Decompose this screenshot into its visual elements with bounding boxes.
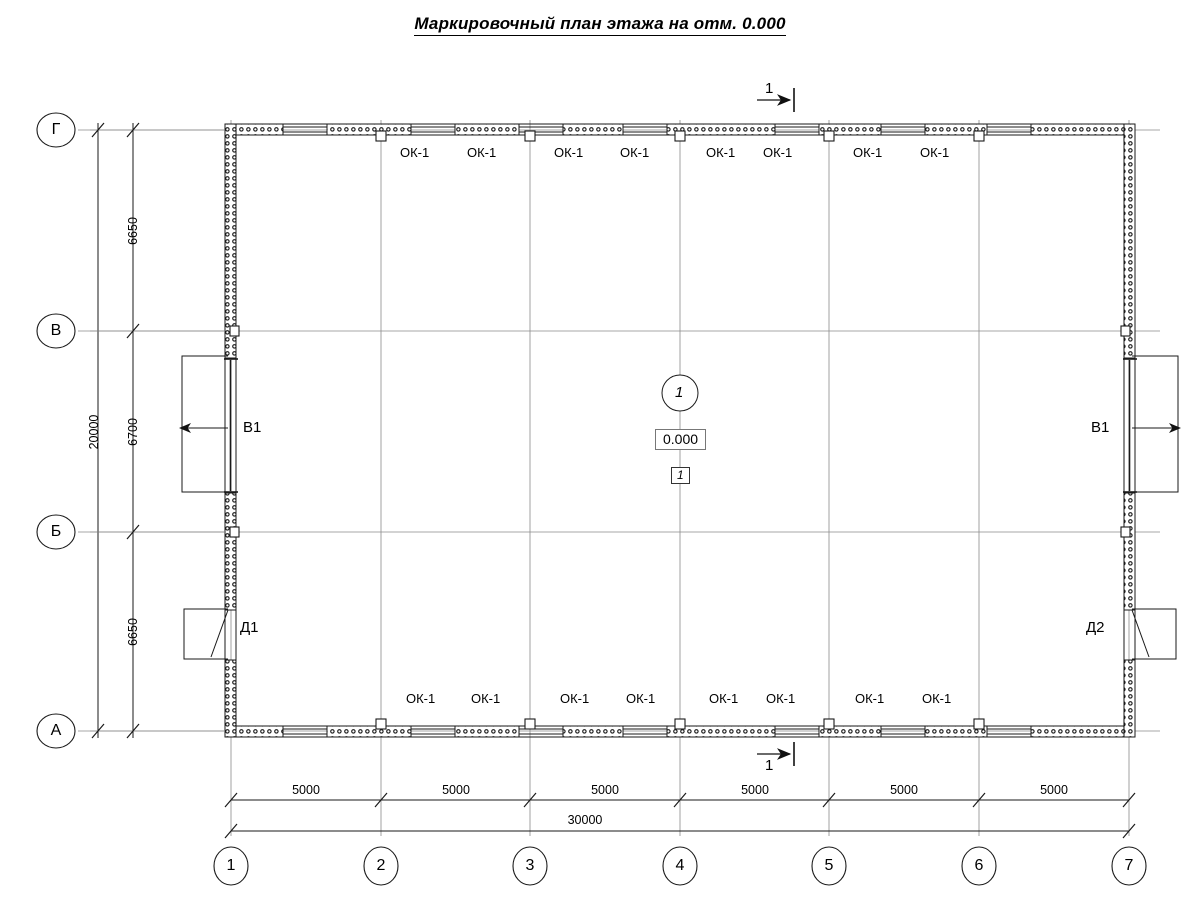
axis-label-G[interactable]: Г xyxy=(51,121,61,138)
gate-right-B1 xyxy=(1132,355,1182,493)
dimension-6650-bottom: 6650 xyxy=(126,618,140,646)
axis-bubbles-horizontal xyxy=(213,846,1147,886)
window-label-top-7: ОК-1 xyxy=(853,145,883,160)
gate-left-B1 xyxy=(178,355,228,493)
opening-label-D1: Д1 xyxy=(240,619,259,636)
room-elevation-badge: 0.000 xyxy=(655,429,707,450)
window-label-bottom-1: ОК-1 xyxy=(406,691,436,706)
section-mark-label-top: 1 xyxy=(765,80,774,97)
wall-right xyxy=(1120,123,1137,738)
dimension-total-30000: 30000 xyxy=(567,813,603,827)
dimension-5000-2: 5000 xyxy=(442,783,470,797)
wall-left xyxy=(224,123,240,738)
dimension-5000-1: 5000 xyxy=(292,783,320,797)
window-label-top-8: ОК-1 xyxy=(920,145,950,160)
section-mark-label-bottom: 1 xyxy=(765,757,774,774)
opening-label-B1-left: В1 xyxy=(243,419,262,436)
room-category-badge: 1 xyxy=(671,467,690,484)
window-label-top-2: ОК-1 xyxy=(467,145,497,160)
dimension-6700-middle: 6700 xyxy=(126,418,140,446)
window-label-bottom-6: ОК-1 xyxy=(766,691,796,706)
section-mark-top xyxy=(757,88,795,112)
wall-top xyxy=(224,123,1136,142)
axis-label-V[interactable]: В xyxy=(50,322,62,339)
section-mark-bottom xyxy=(757,742,795,766)
door-right-D2 xyxy=(1131,608,1177,660)
window-label-top-1: ОК-1 xyxy=(400,145,430,160)
axis-label-6[interactable]: 6 xyxy=(974,857,984,874)
window-label-bottom-4: ОК-1 xyxy=(626,691,656,706)
axis-label-4[interactable]: 4 xyxy=(675,857,685,874)
axis-label-7[interactable]: 7 xyxy=(1124,857,1134,874)
window-label-top-3: ОК-1 xyxy=(554,145,584,160)
window-label-bottom-7: ОК-1 xyxy=(855,691,885,706)
dimension-5000-5: 5000 xyxy=(890,783,918,797)
page-title: Маркировочный план этажа на отм. 0.000 xyxy=(0,14,1200,36)
dimension-5000-4: 5000 xyxy=(741,783,769,797)
dimension-5000-6: 5000 xyxy=(1040,783,1068,797)
axis-label-5[interactable]: 5 xyxy=(824,857,834,874)
room-number-label: 1 xyxy=(675,384,684,401)
window-label-bottom-8: ОК-1 xyxy=(922,691,952,706)
axis-label-A[interactable]: А xyxy=(50,722,62,739)
window-label-top-6: ОК-1 xyxy=(763,145,793,160)
room-number-circle xyxy=(661,374,699,412)
dimension-6650-top: 6650 xyxy=(126,217,140,245)
wall-bottom xyxy=(224,718,1136,738)
dimension-total-20000: 20000 xyxy=(87,414,101,450)
window-label-top-5: ОК-1 xyxy=(706,145,736,160)
dimension-5000-3: 5000 xyxy=(591,783,619,797)
axis-bubbles-vertical xyxy=(36,112,76,749)
dimension-lines-bottom xyxy=(224,792,1136,839)
axis-label-2[interactable]: 2 xyxy=(376,857,386,874)
door-left-D1 xyxy=(183,608,229,660)
window-label-bottom-2: ОК-1 xyxy=(471,691,501,706)
window-label-bottom-3: ОК-1 xyxy=(560,691,590,706)
axis-label-1[interactable]: 1 xyxy=(226,857,236,874)
axis-label-B[interactable]: Б xyxy=(50,523,62,540)
axis-label-3[interactable]: 3 xyxy=(525,857,535,874)
window-label-bottom-5: ОК-1 xyxy=(709,691,739,706)
opening-label-D2: Д2 xyxy=(1086,619,1105,636)
window-label-top-4: ОК-1 xyxy=(620,145,650,160)
dimension-lines-left xyxy=(90,122,225,739)
opening-label-B1-right: В1 xyxy=(1091,419,1110,436)
